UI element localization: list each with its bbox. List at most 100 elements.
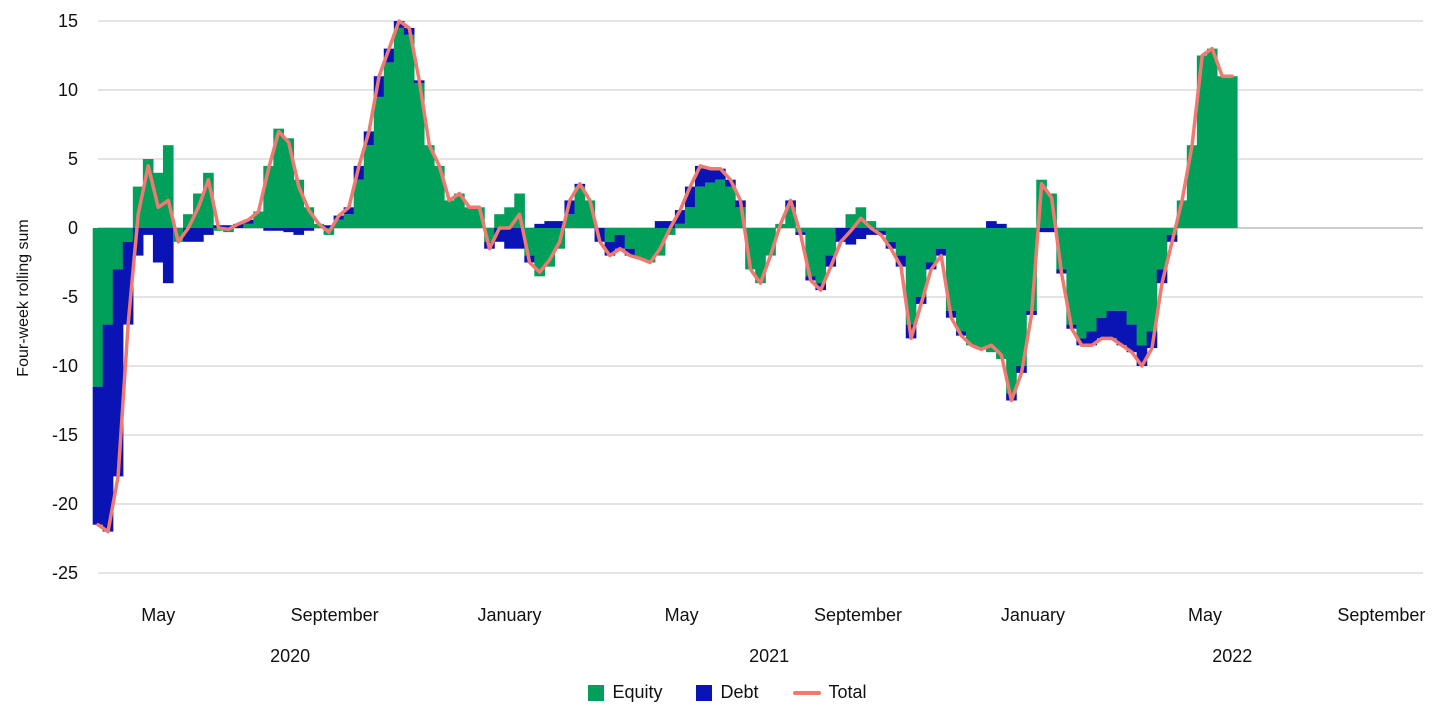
debt-bar — [383, 48, 395, 63]
y-tick-label: -25 — [52, 563, 78, 583]
area-layer — [92, 21, 1238, 532]
debt-bar — [152, 228, 164, 263]
debt-bar — [986, 221, 997, 228]
debt-bar — [243, 219, 254, 224]
equity-bar — [765, 228, 776, 256]
y-axis-label: Four-week rolling sum — [15, 219, 32, 376]
y-tick-label: 5 — [68, 149, 78, 169]
equity-bar — [725, 186, 736, 228]
x-tick-label: September — [814, 605, 902, 625]
debt-bar — [273, 228, 285, 231]
debt-bar — [1036, 228, 1047, 233]
debt-bar — [132, 228, 144, 256]
equity-bar — [564, 214, 576, 228]
equity-bar — [112, 228, 124, 270]
debt-bar — [825, 255, 837, 267]
total-swatch — [792, 690, 821, 695]
debt-bar — [263, 228, 274, 231]
debt-bar — [1116, 310, 1128, 346]
debt-bar — [935, 248, 947, 256]
y-tick-label: -5 — [62, 287, 78, 307]
equity-bar — [474, 207, 485, 228]
debt-bar — [654, 221, 666, 228]
legend-label-total: Total — [828, 682, 867, 702]
debt-bar — [704, 168, 716, 183]
equity-bar — [102, 228, 114, 325]
legend-label-equity: Equity — [612, 682, 663, 702]
equity-bar — [1096, 228, 1108, 318]
equity-bar — [253, 211, 264, 228]
debt-bar — [996, 223, 1007, 228]
equity-bar — [293, 179, 305, 228]
equity-bar — [1196, 55, 1208, 228]
debt-bar — [283, 228, 295, 233]
equity-bar — [403, 34, 415, 228]
debt-bar — [233, 223, 244, 228]
debt-bar — [203, 228, 214, 235]
debt-swatch — [696, 684, 713, 701]
equity-bar — [343, 214, 355, 228]
x-tick-label: May — [1188, 605, 1222, 625]
equity-bar — [183, 214, 194, 228]
debt-bar — [604, 241, 616, 256]
equity-bar — [514, 193, 525, 228]
equity-bar — [785, 207, 796, 228]
equity-bar — [925, 228, 937, 263]
debt-bar — [1086, 331, 1098, 346]
equity-bar — [1016, 228, 1027, 366]
equity-bar — [273, 128, 285, 228]
equity-bar — [1056, 228, 1067, 270]
legend-item-total: Total — [792, 682, 867, 703]
equity-bar — [162, 145, 174, 228]
equity-bar — [484, 228, 495, 242]
equity-bar — [122, 228, 134, 242]
x-tick-label: January — [1001, 605, 1065, 625]
legend-item-debt: Debt — [696, 682, 759, 703]
equity-bar — [534, 228, 545, 277]
debt-bar — [343, 207, 355, 215]
debt-bar — [494, 228, 505, 242]
y-tick-label: 15 — [58, 11, 78, 31]
equity-bar — [674, 223, 686, 228]
equity-bar — [1156, 228, 1168, 270]
debt-bar — [1046, 228, 1057, 233]
debt-bar — [162, 228, 174, 284]
equity-bar — [604, 228, 616, 242]
x-tick-label: May — [141, 605, 175, 625]
equity-bar — [704, 182, 716, 228]
x-tick-label: September — [1337, 605, 1425, 625]
debt-bar — [1106, 310, 1118, 339]
equity-bar — [303, 207, 315, 228]
debt-bar — [684, 186, 696, 208]
equity-bar — [243, 223, 254, 228]
x-year-label: 2022 — [1212, 646, 1252, 666]
debt-bar — [193, 228, 204, 242]
equity-bar — [333, 219, 345, 228]
debt-bar — [624, 248, 636, 256]
equity-bar — [203, 172, 214, 228]
debt-bar — [534, 223, 545, 228]
equity-bar — [353, 179, 365, 228]
equity-bar — [1026, 228, 1037, 311]
equity-bar — [805, 228, 817, 277]
equity-bar — [1186, 145, 1198, 228]
equity-bar — [383, 62, 395, 229]
equity-bar — [142, 159, 154, 228]
equity-bar — [755, 228, 766, 284]
equity-bar — [574, 186, 586, 228]
legend-label-debt: Debt — [720, 682, 759, 702]
equity-bar — [1106, 228, 1118, 311]
equity-bar — [584, 200, 596, 228]
debt-bar — [865, 228, 877, 235]
debt-bar — [293, 228, 305, 235]
equity-bar — [875, 228, 887, 231]
debt-bar — [1096, 317, 1108, 339]
equity-bar — [444, 200, 455, 228]
equity-bar — [373, 96, 385, 229]
line-layer — [96, 19, 1235, 534]
equity-bar — [986, 228, 997, 353]
equity-bar — [454, 193, 465, 228]
debt-bar — [885, 241, 897, 249]
equity-bar — [745, 228, 756, 270]
